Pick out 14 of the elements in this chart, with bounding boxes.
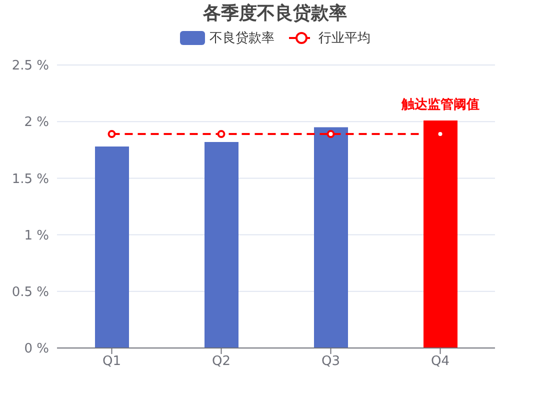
- x-tick-label: Q3: [321, 354, 340, 370]
- chart-title: 各季度不良贷款率: [202, 2, 348, 26]
- y-tick-label: 1.5 %: [12, 172, 49, 187]
- legend-label: 行业平均: [318, 30, 370, 47]
- x-tick-label: Q1: [102, 354, 122, 370]
- y-tick-label: 0.5 %: [12, 285, 49, 300]
- x-tick-label: Q2: [212, 354, 231, 370]
- annotation: 触达监管阈值: [400, 97, 480, 112]
- y-tick-label: 2.5 %: [12, 58, 49, 74]
- y-tick-label: 0 %: [24, 342, 49, 357]
- y-tick-label: 1 %: [24, 228, 49, 244]
- y-tick-label: 2 %: [24, 115, 49, 130]
- legend-label: 不良贷款率: [210, 30, 274, 47]
- x-tick-label: Q4: [430, 354, 450, 370]
